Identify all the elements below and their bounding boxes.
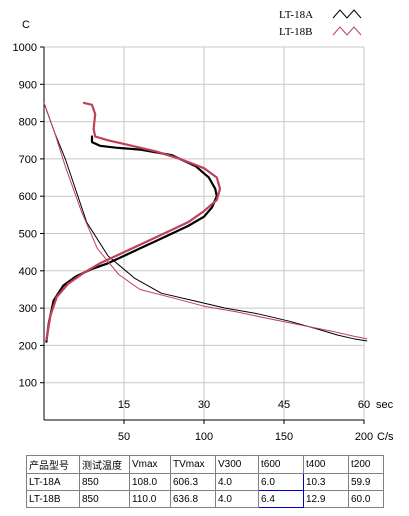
- table-cell: 606.3: [170, 473, 216, 491]
- curves: [43, 101, 368, 343]
- upper-x-axis-unit: sec: [376, 399, 394, 411]
- legend-swatch-lt18a: [332, 9, 362, 19]
- table-header-cell: TVmax: [170, 455, 216, 474]
- table-header-row: 产品型号 测试温度 Vmax TVmax V300 t600 t400 t200: [26, 455, 384, 474]
- table-cell: 60.0: [348, 490, 384, 508]
- y-tick-label: 200: [19, 340, 37, 352]
- table-cell: 6.4: [258, 490, 304, 508]
- table-cell: 12.9: [303, 490, 349, 508]
- lower-x-tick-label: 100: [195, 431, 213, 443]
- lt-18a-temp-vs-time-curve: [43, 102, 368, 342]
- y-tick-label: 300: [19, 303, 37, 315]
- table-cell: 59.9: [348, 473, 384, 491]
- y-tick-label: 900: [19, 79, 37, 91]
- upper-x-tick-label: 60: [358, 399, 370, 411]
- lower-x-tick-label: 200: [355, 431, 373, 443]
- table-cell: 636.8: [170, 490, 216, 508]
- y-tick-label: 1000: [13, 42, 37, 54]
- reflow-profile-chart: C sec C/s 100090080070060050040030020010…: [13, 9, 394, 443]
- upper-x-tick-labels: 15 30 45 60: [118, 399, 370, 411]
- table-header-cell: t600: [258, 455, 304, 474]
- grid-lines: [44, 46, 365, 420]
- table-cell: 4.0: [215, 490, 259, 508]
- table-cell: 10.3: [303, 473, 349, 491]
- y-tick-label: 400: [19, 266, 37, 278]
- y-tick-label: 600: [19, 191, 37, 203]
- y-axis-unit: C: [22, 19, 30, 31]
- table-cell: 850: [79, 490, 130, 508]
- upper-x-tick-label: 45: [278, 399, 290, 411]
- y-tick-label: 700: [19, 154, 37, 166]
- table-cell: LT-18B: [26, 490, 80, 508]
- lower-x-tick-label: 50: [118, 431, 130, 443]
- y-tick-label: 500: [19, 229, 37, 241]
- lt-18a-temp-vs-rate-curve: [45, 135, 218, 343]
- legend-swatch-lt18b: [332, 26, 362, 36]
- legend-label-lt18b: LT-18B: [279, 26, 312, 38]
- y-tick-label: 800: [19, 117, 37, 129]
- table-cell: LT-18A: [26, 473, 80, 491]
- spec-table: 产品型号 测试温度 Vmax TVmax V300 t600 t400 t200…: [26, 455, 384, 508]
- upper-x-tick-label: 15: [118, 399, 130, 411]
- table-header-cell: t400: [303, 455, 349, 474]
- table-cell: 6.0: [258, 473, 304, 491]
- table-row: LT-18A 850 108.0 606.3 4.0 6.0 10.3 59.9: [26, 473, 384, 491]
- lower-x-tick-labels: 50 100 150 200: [118, 420, 373, 443]
- lt-18b-temp-vs-time-curve: [43, 102, 368, 340]
- lt-18b-temp-vs-rate-curve: [45, 101, 222, 341]
- table-header-cell: 产品型号: [26, 455, 80, 474]
- table-cell: 4.0: [215, 473, 259, 491]
- lower-x-tick-label: 150: [275, 431, 293, 443]
- table-cell: 108.0: [129, 473, 171, 491]
- table-row: LT-18B 850 110.0 636.8 4.0 6.4 12.9 60.0: [26, 490, 384, 508]
- table-header-cell: 测试温度: [79, 455, 130, 474]
- y-tick-label: 100: [19, 378, 37, 390]
- table-header-cell: V300: [215, 455, 259, 474]
- table-cell: 110.0: [129, 490, 171, 508]
- legend-label-lt18a: LT-18A: [279, 9, 313, 21]
- lower-x-axis-unit: C/s: [377, 431, 394, 443]
- upper-x-tick-label: 30: [198, 399, 210, 411]
- legend: LT-18A LT-18B: [279, 9, 362, 38]
- y-tick-labels: 1000 900 800 700 600 500 400 300 200 100: [13, 42, 44, 390]
- table-cell: 850: [79, 473, 130, 491]
- table-header-cell: Vmax: [129, 455, 171, 474]
- table-header-cell: t200: [348, 455, 384, 474]
